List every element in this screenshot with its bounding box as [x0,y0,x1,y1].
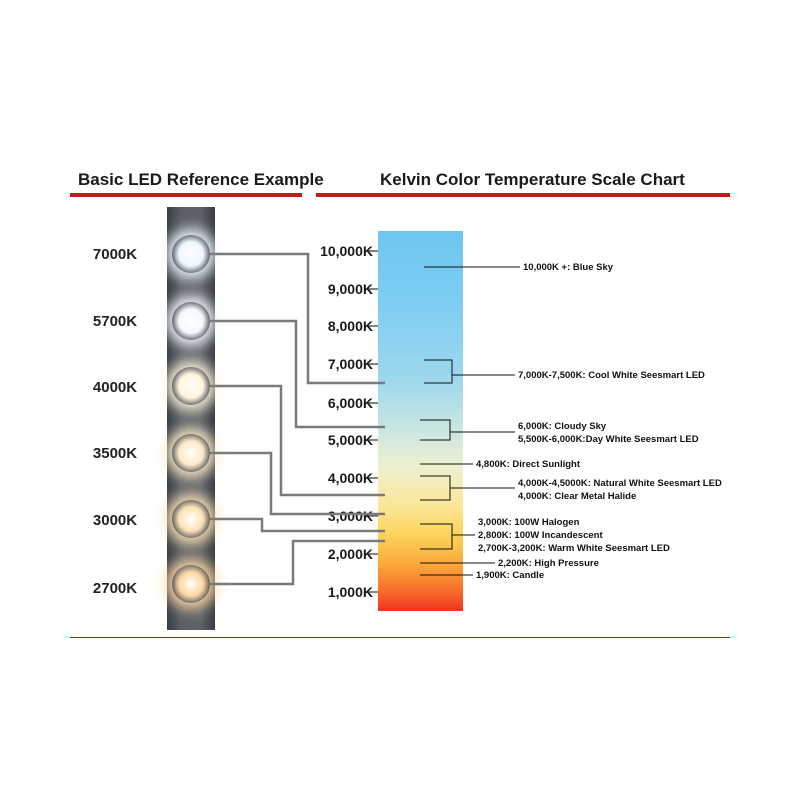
annotation-metal-halide: 4,000K: Clear Metal Halide [518,491,637,502]
scale-label-3000k: 3,000K [327,508,373,524]
annotation-incandescent: 2,800K: 100W Incandescent [478,530,603,541]
right-header: Kelvin Color Temperature Scale Chart [380,170,685,189]
annotation-halogen: 3,000K: 100W Halogen [478,517,580,528]
annotation-blue-sky: 10,000K +: Blue Sky [523,262,614,273]
led-4000k [172,367,210,405]
led-label-3500k: 3500K [92,445,138,462]
led-strip [167,207,215,630]
bracket-natural-white [420,475,451,501]
connector-4000k [210,384,385,497]
led-label-4000k: 4000K [92,379,138,396]
annotation-cool-white-led: 7,000K-7,500K: Cool White Seesmart LED [518,370,705,381]
annotation-cloudy-sky: 6,000K: Cloudy Sky [518,421,607,432]
left-header: Basic LED Reference Example [78,170,324,189]
bracket-halogen-warm [420,523,453,550]
led-3000k [172,500,210,538]
scale-label-5000k: 5,000K [327,432,373,448]
annotation-natural-white-led: 4,000K-4,5000K: Natural White Seesmart L… [518,478,722,489]
annotation-candle: 1,900K: Candle [476,570,545,581]
bracket-cool-white [424,359,453,384]
connector-7000k [210,252,385,385]
connector-2700k [210,539,385,586]
annotation-direct-sunlight: 4,800K: Direct Sunlight [476,459,580,470]
connector-5700k [210,319,385,429]
bracket-cloudy-day [420,419,451,441]
annotation-warm-white-led: 2,700K-3,200K: Warm White Seesmart LED [478,543,670,554]
scale-label-8000k: 8,000K [327,318,373,334]
annotation-high-pressure: 2,200K: High Pressure [498,558,599,569]
scale-label-2000k: 2,000K [327,546,373,562]
led-7000k [172,235,210,273]
led-label-7000k: 7000K [92,246,138,263]
scale-label-9000k: 9,000K [327,281,373,297]
led-label-2700k: 2700K [92,580,138,597]
led-5700k [172,302,210,340]
annotation-day-white-led: 5,500K-6,000K:Day White Seesmart LED [518,434,699,445]
scale-label-10000k: 10,000K [320,243,373,259]
scale-label-7000k: 7,000K [327,356,373,372]
led-2700k [172,565,210,603]
scale-label-1000k: 1,000K [327,584,373,600]
led-label-3000k: 3000K [92,512,138,529]
connector-3000k [210,517,385,533]
led-3500k [172,434,210,472]
led-label-5700k: 5700K [92,313,138,330]
right-header-underline [316,193,730,197]
left-header-underline [70,193,302,197]
kelvin-gradient-scale [378,231,463,611]
scale-label-6000k: 6,000K [327,395,373,411]
scale-label-4000k: 4,000K [327,470,373,486]
bottom-divider [70,637,730,638]
connector-3500k [210,451,385,516]
